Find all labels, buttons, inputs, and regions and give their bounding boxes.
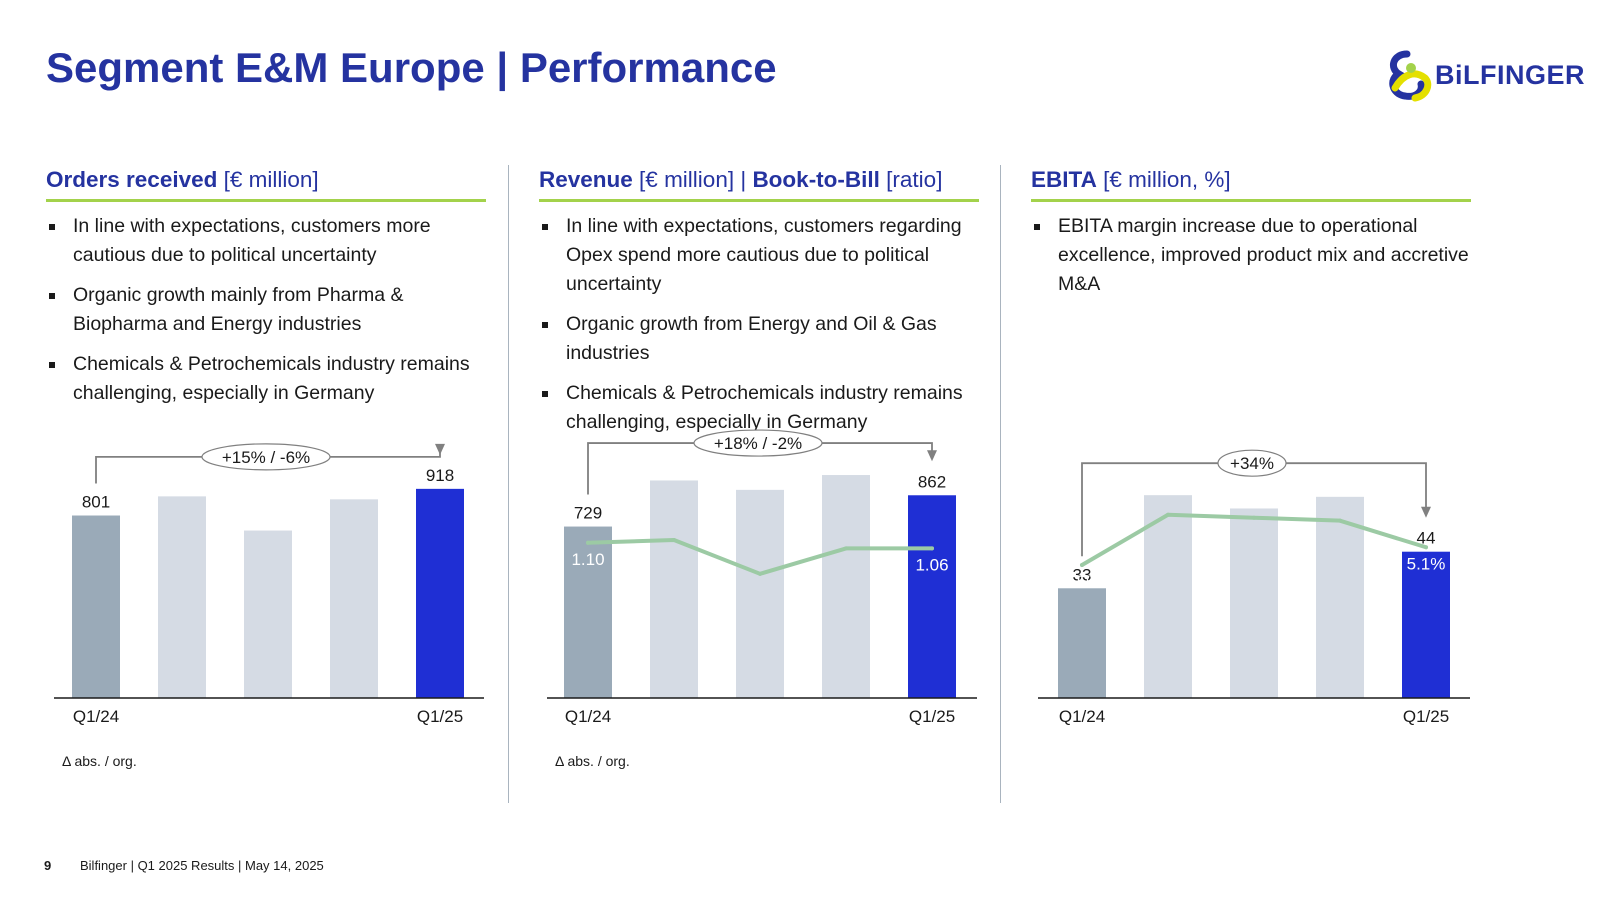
data-label: 918 xyxy=(426,466,454,485)
page-number: 9 xyxy=(44,858,52,873)
delta-badge xyxy=(201,443,331,471)
heading-bold-secondary: Book-to-Bill xyxy=(752,167,880,192)
chart-bar xyxy=(1316,496,1364,698)
chart-bar xyxy=(158,496,206,698)
bullet-item: Organic growth mainly from Pharma & Biop… xyxy=(46,281,486,339)
chart-bar xyxy=(1230,508,1278,698)
bracket-arrow-icon xyxy=(435,443,445,455)
column-divider xyxy=(1000,165,1001,803)
bullet-item: In line with expectations, customers mor… xyxy=(46,212,486,270)
panel-heading: Revenue [€ million] | Book-to-Bill [rati… xyxy=(539,160,979,202)
chart-bar xyxy=(1058,588,1106,698)
data-label: 33 xyxy=(1073,565,1092,584)
column-divider xyxy=(508,165,509,803)
line-data-label: 1.06 xyxy=(915,555,948,574)
delta-footnote: Δ abs. / org. xyxy=(555,753,630,769)
chart-bar xyxy=(822,475,870,698)
line-point xyxy=(844,546,848,551)
chart-bar xyxy=(908,495,956,698)
heading-unit: [€ million] | xyxy=(632,167,753,192)
delta-annotation: +34% xyxy=(1230,454,1274,473)
line-data-label: 1.10 xyxy=(571,550,604,569)
chart-bar xyxy=(650,480,698,698)
bullet-list: In line with expectations, customers mor… xyxy=(46,212,486,408)
bracket-arrow-icon xyxy=(1421,506,1431,518)
heading-bold: EBITA xyxy=(1031,167,1097,192)
data-label: 44 xyxy=(1417,529,1436,548)
data-label: 862 xyxy=(918,472,946,491)
logo-mark-icon xyxy=(1389,50,1432,102)
heading-unit: [€ million, %] xyxy=(1096,167,1231,192)
panel-heading: Orders received [€ million] xyxy=(46,160,486,202)
ebita-chart: Q1/24 Q1/25 33 44 4.5% 5.1% +34% xyxy=(1038,449,1470,726)
line-data-label: 4.5% xyxy=(1063,572,1102,591)
line-point xyxy=(1252,515,1256,520)
orders-received-chart: Q1/24 Q1/25 801 918 +15% / -6% xyxy=(54,443,484,726)
chart-bar xyxy=(244,530,292,698)
heading-bold: Revenue xyxy=(539,167,633,192)
ebita-panel: EBITA [€ million, %] EBITA margin increa… xyxy=(1031,160,1471,800)
x-tick-label: Q1/25 xyxy=(909,707,955,726)
line-point xyxy=(1166,512,1170,517)
line-point xyxy=(1424,545,1428,550)
delta-footnote: Δ abs. / org. xyxy=(62,753,137,769)
line-point xyxy=(586,540,590,545)
delta-annotation: +18% / -2% xyxy=(714,434,802,453)
bracket-arrow-icon xyxy=(927,450,937,462)
logo-text: BiLFINGER xyxy=(1435,60,1585,90)
x-tick-label: Q1/25 xyxy=(1403,707,1449,726)
data-label: 729 xyxy=(574,504,602,523)
line-data-label: 5.1% xyxy=(1407,554,1446,573)
bullet-item: Chemicals & Petrochemicals industry rema… xyxy=(46,350,486,408)
line-point xyxy=(758,571,762,576)
panel-heading: EBITA [€ million, %] xyxy=(1031,160,1471,202)
data-label: 801 xyxy=(82,493,110,512)
line-point xyxy=(1080,563,1084,567)
page-title: Segment E&M Europe | Performance xyxy=(46,44,777,91)
delta-annotation: +15% / -6% xyxy=(222,448,310,467)
chart-bar xyxy=(416,488,464,698)
bullet-list: EBITA margin increase due to operational… xyxy=(1031,212,1471,299)
line-point xyxy=(1338,518,1342,523)
heading-unit-secondary: [ratio] xyxy=(879,167,943,192)
chart-bar xyxy=(564,526,612,698)
orders-received-panel: Orders received [€ million] In line with… xyxy=(46,160,486,800)
chart-bar xyxy=(330,499,378,698)
chart-bar xyxy=(72,515,120,698)
chart-bar xyxy=(1402,551,1450,698)
chart-bar xyxy=(1144,495,1192,698)
heading-bold: Orders received xyxy=(46,167,218,192)
revenue-chart: Q1/24 Q1/25 729 862 1.10 1.06 +18% / -2% xyxy=(547,429,977,726)
bullet-item: Chemicals & Petrochemicals industry rema… xyxy=(539,379,979,437)
bullet-item: In line with expectations, customers reg… xyxy=(539,212,979,299)
footer-text: Bilfinger | Q1 2025 Results | May 14, 20… xyxy=(80,858,324,873)
bullet-item: EBITA margin increase due to operational… xyxy=(1031,212,1471,299)
delta-badge xyxy=(1217,449,1287,477)
revenue-panel: Revenue [€ million] | Book-to-Bill [rati… xyxy=(539,160,979,800)
line-point xyxy=(930,546,934,551)
bullet-item: Organic growth from Energy and Oil & Gas… xyxy=(539,310,979,368)
chart-bar xyxy=(736,489,784,698)
x-tick-label: Q1/24 xyxy=(1059,707,1105,726)
line-point xyxy=(672,537,676,542)
bilfinger-logo: BiLFINGER xyxy=(1385,48,1585,104)
x-tick-label: Q1/24 xyxy=(565,707,611,726)
x-tick-label: Q1/24 xyxy=(73,707,119,726)
heading-unit: [€ million] xyxy=(217,167,319,192)
x-tick-label: Q1/25 xyxy=(417,707,463,726)
bullet-list: In line with expectations, customers reg… xyxy=(539,212,979,437)
delta-badge xyxy=(693,429,823,457)
